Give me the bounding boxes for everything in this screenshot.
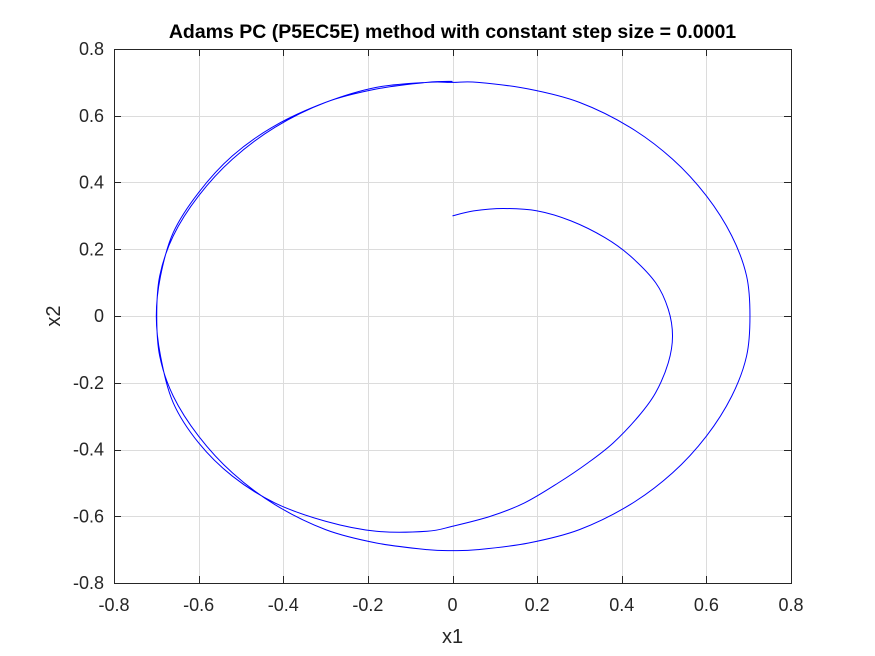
tick-labels: -0.8 -0.6 -0.4 -0.2 0 0.2 0.4 0.6 0.8 -0.8 -0.6 -0.… [73,39,804,615]
series-layer [155,80,751,552]
x-tick-label: 0.4 [609,595,634,615]
x-tick-label: 0 [447,595,457,615]
x-tick-label: -0.4 [268,595,299,615]
x-axis-label: x1 [442,626,463,648]
x-tick-label: 0.6 [694,595,719,615]
series-line-0 [155,80,751,552]
x-tick-label: -0.6 [183,595,214,615]
y-tick-label: 0.8 [79,39,104,59]
x-tick-label: 0.2 [525,595,550,615]
x-tick-label: -0.2 [352,595,383,615]
y-tick-label: 0 [94,306,104,326]
y-tick-label: -0.8 [73,573,104,593]
y-tick-label: 0.4 [79,173,104,193]
y-tick-label: -0.6 [73,506,104,526]
x-tick-label: 0.8 [778,595,803,615]
y-axis-label: x2 [43,305,65,326]
y-tick-label: 0.6 [79,106,104,126]
y-tick-label: 0.2 [79,239,104,259]
ticks [114,49,792,584]
y-tick-label: -0.2 [73,373,104,393]
x-tick-label: -0.8 [98,595,129,615]
y-tick-label: -0.4 [73,440,104,460]
chart-title: Adams PC (P5EC5E) method with constant s… [169,21,736,43]
